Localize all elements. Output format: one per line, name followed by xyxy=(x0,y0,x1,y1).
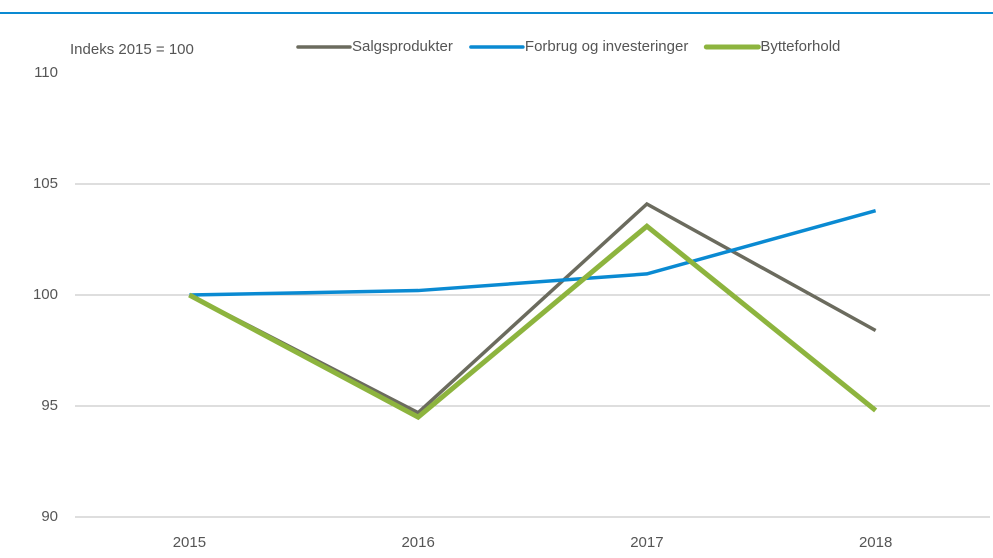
legend-label: Bytteforhold xyxy=(760,38,840,55)
x-tick-label: 2018 xyxy=(859,534,892,551)
y-tick-label: 95 xyxy=(41,397,58,414)
y-tick-label: 110 xyxy=(34,64,58,81)
legend-label: Salgsprodukter xyxy=(352,38,453,55)
x-tick-label: 2016 xyxy=(401,534,434,551)
y-tick-label: 105 xyxy=(33,175,58,192)
y-tick-label: 100 xyxy=(33,286,58,303)
series-line xyxy=(188,222,878,421)
x-tick-label: 2017 xyxy=(630,534,663,551)
y-tick-label: 90 xyxy=(41,508,58,525)
series-line xyxy=(189,208,877,297)
legend-label: Forbrug og investeringer xyxy=(525,38,688,55)
series-line xyxy=(188,201,877,415)
annotation: Indeks 2015 = 100 xyxy=(70,41,194,58)
x-tick-label: 2015 xyxy=(173,534,206,551)
